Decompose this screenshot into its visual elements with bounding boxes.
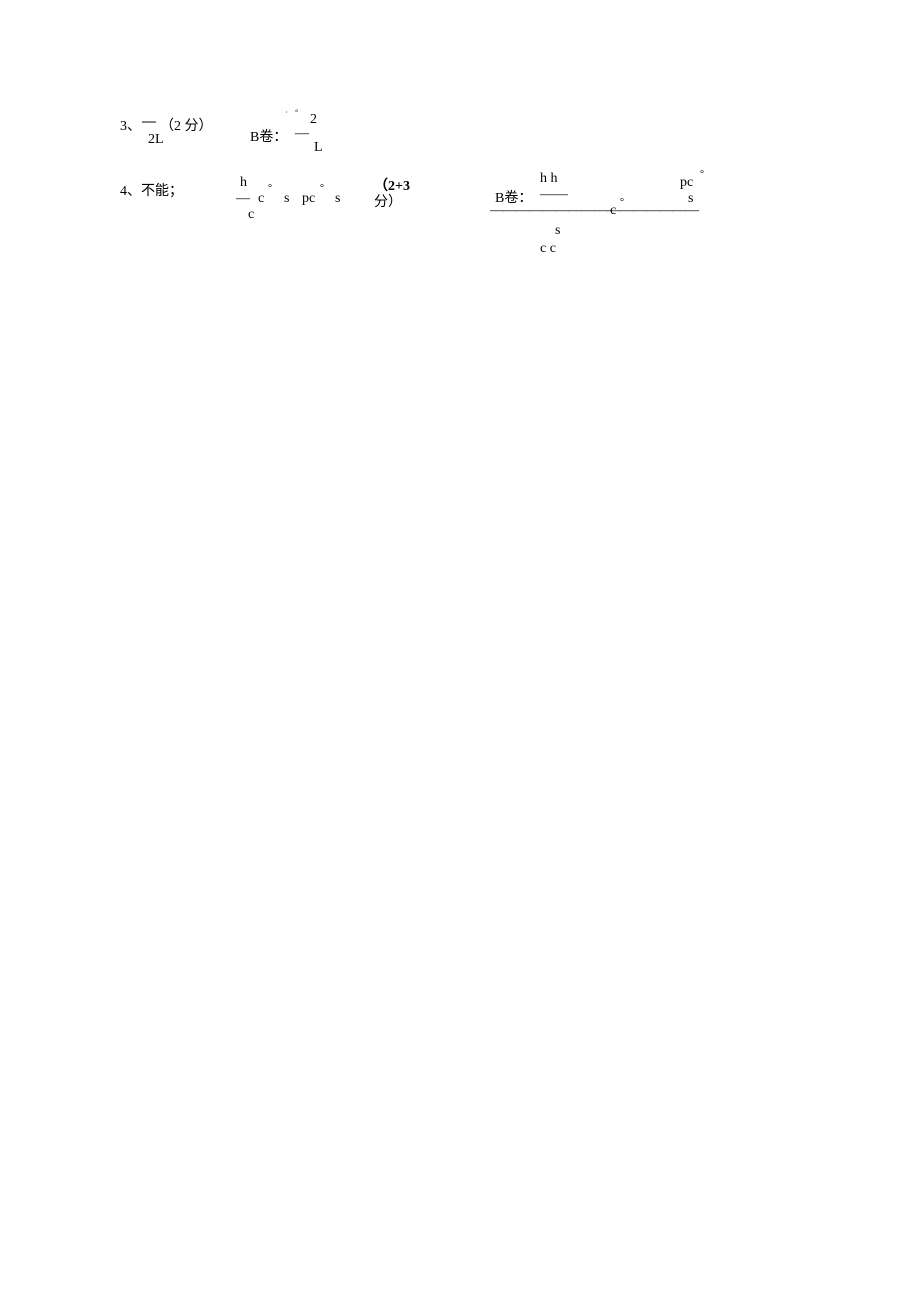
c-symbol: c (610, 203, 616, 219)
denominator-c: c (248, 207, 254, 223)
pc-2: pc (680, 175, 693, 191)
degree-1: ° (268, 183, 272, 194)
document-content: 3、 — （2 分） 2L · ° 2 B卷： — L 4、不能； h — c … (120, 110, 820, 290)
s-2: s (335, 191, 340, 207)
numerator-2: 2 (310, 112, 317, 128)
points-4b: 分） (374, 191, 402, 211)
denominator-2l: 2L (148, 132, 164, 148)
cos-c: c (258, 191, 264, 207)
s-4: s (688, 191, 693, 207)
degree-symbol-small: ° (295, 108, 298, 117)
s-3: s (555, 223, 560, 239)
cc-term: c c (540, 241, 556, 257)
answer-row-4: 4、不能； h — c c ° s pc ° s （2+3 分） B卷： h h… (120, 175, 820, 295)
long-fraction-bar: ———————————————— (490, 203, 698, 219)
pc-term: pc (302, 191, 315, 207)
denominator-l: L (314, 140, 323, 156)
fraction-bar-2: — (295, 126, 309, 142)
b-paper-label-3: B卷： (250, 126, 287, 146)
item-label-4: 4、不能； (120, 180, 183, 200)
degree-2: ° (320, 183, 324, 194)
points-3: （2 分） (160, 115, 213, 135)
dot-symbol: · (285, 108, 288, 117)
item-label-3: 3、 (120, 115, 141, 135)
fraction-bar-1: — (142, 114, 156, 130)
degree-3: ° (620, 197, 624, 208)
fraction-bar-hc: — (236, 191, 250, 207)
cos-s: s (284, 191, 289, 207)
numerator-hh: h h (540, 171, 558, 187)
answer-row-3: 3、 — （2 分） 2L · ° 2 B卷： — L (120, 110, 820, 170)
degree-4: ° (700, 169, 704, 180)
numerator-h: h (240, 175, 247, 191)
fraction-bar-hh: —— (540, 187, 568, 203)
